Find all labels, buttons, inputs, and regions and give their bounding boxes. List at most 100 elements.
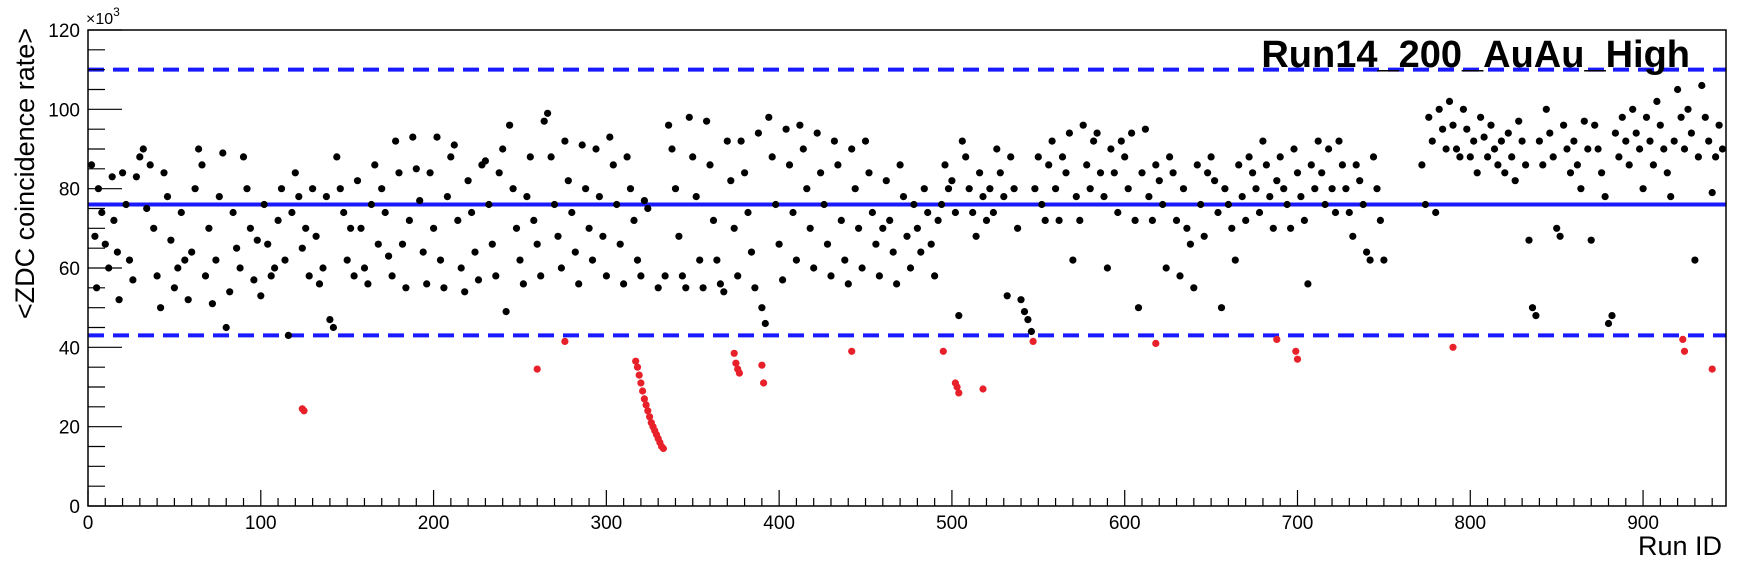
data-point xyxy=(1715,121,1723,129)
data-point xyxy=(737,137,745,145)
data-point xyxy=(886,216,894,224)
data-point xyxy=(1487,121,1495,129)
data-point xyxy=(461,288,469,296)
data-point xyxy=(1300,216,1308,224)
data-point xyxy=(716,280,725,288)
data-point xyxy=(1356,177,1364,185)
outlier-point xyxy=(640,395,649,403)
data-point xyxy=(1297,193,1305,201)
data-point xyxy=(1428,137,1436,145)
data-point xyxy=(163,193,172,201)
data-point xyxy=(1687,129,1695,137)
data-point xyxy=(734,272,742,280)
data-point xyxy=(979,193,987,201)
data-point xyxy=(1432,208,1440,217)
data-point xyxy=(938,200,946,209)
y-axis: 0 20 40 60 80 100 120 xyxy=(48,21,122,518)
data-point xyxy=(578,141,586,149)
data-point xyxy=(1328,185,1336,193)
data-point xyxy=(125,256,134,264)
data-point xyxy=(941,161,949,169)
data-point xyxy=(1321,200,1329,209)
data-point xyxy=(284,331,292,339)
data-point xyxy=(1342,185,1350,193)
data-point xyxy=(1273,177,1281,185)
data-point xyxy=(1463,125,1471,133)
data-point xyxy=(1580,117,1588,125)
data-point xyxy=(526,153,534,161)
data-point xyxy=(1594,145,1602,153)
data-point xyxy=(616,240,624,248)
data-point xyxy=(1573,161,1581,169)
data-point xyxy=(1649,161,1657,169)
data-point xyxy=(423,280,431,288)
data-point xyxy=(630,216,638,224)
data-point xyxy=(1024,316,1032,324)
data-point xyxy=(233,244,241,252)
data-point xyxy=(1014,224,1022,232)
data-point xyxy=(1508,153,1516,161)
data-point xyxy=(537,272,545,280)
data-point xyxy=(260,200,268,209)
data-point xyxy=(1100,193,1108,201)
x-tick-label: 300 xyxy=(591,513,623,534)
data-point xyxy=(547,153,555,161)
data-point xyxy=(246,224,254,232)
data-point xyxy=(1045,161,1053,169)
data-point xyxy=(765,113,773,121)
data-point xyxy=(360,264,369,272)
data-point xyxy=(899,193,908,201)
data-point xyxy=(1473,169,1481,177)
data-point xyxy=(1480,133,1488,141)
data-point xyxy=(758,304,766,312)
data-point xyxy=(779,276,787,284)
data-point xyxy=(333,153,341,161)
data-point xyxy=(1632,129,1640,137)
outlier-point xyxy=(642,401,650,409)
data-point xyxy=(910,200,918,209)
data-point xyxy=(1376,216,1384,224)
data-point xyxy=(1335,137,1343,145)
data-point xyxy=(1418,161,1426,169)
data-point xyxy=(402,284,410,292)
data-point xyxy=(1255,208,1264,217)
data-point xyxy=(927,240,935,248)
data-point xyxy=(1663,169,1671,177)
y-tick-label: 100 xyxy=(48,100,80,121)
data-point xyxy=(620,280,628,288)
data-point xyxy=(931,272,939,280)
data-point xyxy=(113,248,121,256)
data-point xyxy=(789,208,797,217)
outlier-point xyxy=(533,365,541,373)
data-point xyxy=(571,248,579,256)
outlier-point xyxy=(758,361,766,369)
data-point xyxy=(267,272,275,280)
data-point xyxy=(1103,264,1111,272)
data-point xyxy=(810,264,818,272)
data-point xyxy=(861,137,870,145)
outlier-point xyxy=(939,347,947,355)
data-point xyxy=(1535,137,1543,145)
data-point xyxy=(485,200,493,209)
data-point xyxy=(219,149,227,157)
data-point xyxy=(177,208,185,217)
data-point xyxy=(488,240,496,248)
data-point xyxy=(1598,169,1606,177)
data-point xyxy=(1352,161,1360,169)
data-point xyxy=(1584,145,1592,153)
outlier-point xyxy=(1292,347,1300,355)
data-point xyxy=(1611,129,1619,137)
data-point xyxy=(1608,312,1616,320)
data-point xyxy=(858,264,866,272)
outlier-point xyxy=(1680,347,1689,355)
data-point xyxy=(1636,145,1644,153)
data-point xyxy=(1477,113,1485,121)
data-point xyxy=(626,185,635,193)
data-point xyxy=(436,256,445,264)
data-point xyxy=(170,284,178,292)
data-point xyxy=(98,208,106,217)
data-point xyxy=(813,129,821,137)
data-point xyxy=(212,256,220,264)
data-point xyxy=(872,240,880,248)
